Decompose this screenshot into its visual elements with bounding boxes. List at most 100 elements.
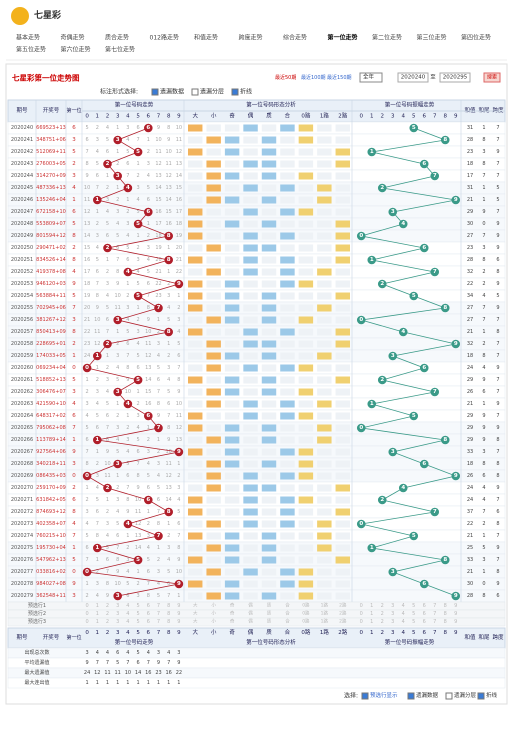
nav-link[interactable]: 综合走势 (283, 34, 307, 42)
preselect-digit[interactable]: 8 (167, 603, 170, 609)
preselect-mid[interactable]: 1路 (321, 602, 329, 609)
nav-link[interactable]: 第一位走势 (327, 34, 358, 42)
to-input[interactable] (439, 72, 471, 83)
select-value[interactable]: 全年 (363, 73, 375, 81)
preselect-mid[interactable]: 偶 (248, 618, 253, 625)
option-label[interactable]: 遗漏分层 (200, 88, 224, 96)
footer-checkbox[interactable] (361, 692, 369, 700)
preselect-digit[interactable]: 5 (137, 619, 140, 625)
search-label[interactable]: 搜索 (487, 74, 497, 81)
footer-option[interactable]: 折线 (486, 691, 498, 699)
preselect-digit[interactable]: 6 (147, 619, 150, 625)
nav-link[interactable]: 第五位走势 (16, 46, 46, 54)
preselect-digit[interactable]: 5 (137, 611, 140, 617)
option-checkbox[interactable] (191, 88, 199, 96)
preselect-digit[interactable]: 1 (370, 611, 373, 617)
preselect-digit[interactable]: 9 (454, 619, 457, 625)
nav-link[interactable]: 和值走势 (194, 34, 218, 42)
preselect-digit[interactable]: 0 (86, 611, 89, 617)
preselect-digit[interactable]: 8 (167, 611, 170, 617)
preselect-digit[interactable]: 7 (433, 611, 436, 617)
preselect-digit[interactable]: 3 (116, 619, 119, 625)
preselect-digit[interactable]: 7 (433, 603, 436, 609)
preselect-digit[interactable]: 2 (106, 603, 109, 609)
preselect-digit[interactable]: 1 (370, 619, 373, 625)
preselect-digit[interactable]: 8 (444, 611, 447, 617)
preselect-digit[interactable]: 5 (412, 619, 415, 625)
preselect-digit[interactable]: 1 (370, 603, 373, 609)
preselect-mid[interactable]: 大 (193, 610, 198, 617)
preselect-digit[interactable]: 6 (147, 603, 150, 609)
preselect-mid[interactable]: 奇 (230, 602, 235, 609)
preselect-digit[interactable]: 0 (86, 603, 89, 609)
quick-link[interactable]: 最近150期 (327, 74, 352, 81)
preselect-digit[interactable]: 7 (157, 611, 160, 617)
option-checkbox[interactable] (231, 88, 239, 96)
preselect-mid[interactable]: 小 (211, 618, 216, 625)
preselect-digit[interactable]: 8 (444, 603, 447, 609)
preselect-digit[interactable]: 6 (147, 611, 150, 617)
preselect-digit[interactable]: 3 (116, 611, 119, 617)
preselect-mid[interactable]: 合 (285, 602, 290, 609)
from-input[interactable] (397, 72, 429, 83)
search-button[interactable] (483, 72, 501, 83)
preselect-mid[interactable]: 质 (267, 618, 272, 625)
preselect-mid[interactable]: 2路 (339, 610, 347, 617)
preselect-mid[interactable]: 奇 (230, 610, 235, 617)
preselect-mid[interactable]: 2路 (339, 618, 347, 625)
nav-link[interactable]: 第七位走势 (105, 46, 135, 54)
preselect-digit[interactable]: 9 (177, 603, 180, 609)
preselect-digit[interactable]: 4 (402, 611, 405, 617)
preselect-mid[interactable]: 奇 (230, 618, 235, 625)
nav-link[interactable]: 质合走势 (105, 34, 129, 42)
preselect-digit[interactable]: 8 (444, 619, 447, 625)
preselect-mid[interactable]: 小 (211, 610, 216, 617)
quick-link[interactable]: 最近100期 (301, 74, 326, 81)
preselect-digit[interactable]: 9 (454, 603, 457, 609)
preselect-digit[interactable]: 3 (391, 611, 394, 617)
preselect-digit[interactable]: 8 (167, 619, 170, 625)
to-value[interactable]: 2020295 (443, 75, 468, 81)
preselect-digit[interactable]: 9 (177, 611, 180, 617)
from-value[interactable]: 2020240 (401, 75, 426, 81)
preselect-mid[interactable]: 1路 (321, 618, 329, 625)
preselect-digit[interactable]: 5 (412, 603, 415, 609)
preselect-mid[interactable]: 偶 (248, 610, 253, 617)
footer-option[interactable]: 遗漏数据 (416, 691, 439, 699)
preselect-digit[interactable]: 3 (116, 603, 119, 609)
nav-link[interactable]: 基本走势 (16, 34, 40, 42)
preselect-digit[interactable]: 0 (86, 619, 89, 625)
footer-checkbox[interactable] (407, 692, 415, 700)
preselect-digit[interactable]: 7 (157, 619, 160, 625)
preselect-digit[interactable]: 5 (137, 603, 140, 609)
nav-link[interactable]: 奇偶走势 (61, 34, 85, 42)
preselect-digit[interactable]: 4 (126, 611, 129, 617)
preselect-digit[interactable]: 1 (96, 603, 99, 609)
option-checkbox[interactable] (151, 88, 159, 96)
preselect-digit[interactable]: 0 (360, 603, 363, 609)
preselect-digit[interactable]: 0 (360, 619, 363, 625)
preselect-mid[interactable]: 质 (267, 610, 272, 617)
preselect-digit[interactable]: 2 (106, 619, 109, 625)
preselect-digit[interactable]: 6 (423, 611, 426, 617)
footer-option[interactable]: 遗漏分层 (454, 691, 477, 699)
preselect-digit[interactable]: 4 (126, 603, 129, 609)
footer-checkbox[interactable] (445, 692, 453, 700)
option-label[interactable]: 遗漏数据 (160, 88, 184, 96)
footer-checkbox[interactable] (477, 692, 485, 700)
preselect-digit[interactable]: 2 (381, 611, 384, 617)
preselect-mid[interactable]: 合 (285, 618, 290, 625)
preselect-digit[interactable]: 2 (381, 619, 384, 625)
select-box[interactable] (359, 72, 383, 83)
nav-link[interactable]: 012路走势 (150, 34, 179, 42)
preselect-digit[interactable]: 9 (177, 619, 180, 625)
preselect-digit[interactable]: 7 (157, 603, 160, 609)
preselect-mid[interactable]: 1路 (321, 610, 329, 617)
quick-link[interactable]: 最近50期 (275, 74, 296, 81)
nav-link[interactable]: 第三位走势 (417, 34, 447, 42)
preselect-digit[interactable]: 1 (96, 611, 99, 617)
preselect-digit[interactable]: 2 (106, 611, 109, 617)
preselect-digit[interactable]: 0 (360, 611, 363, 617)
preselect-digit[interactable]: 4 (126, 619, 129, 625)
preselect-digit[interactable]: 4 (402, 603, 405, 609)
